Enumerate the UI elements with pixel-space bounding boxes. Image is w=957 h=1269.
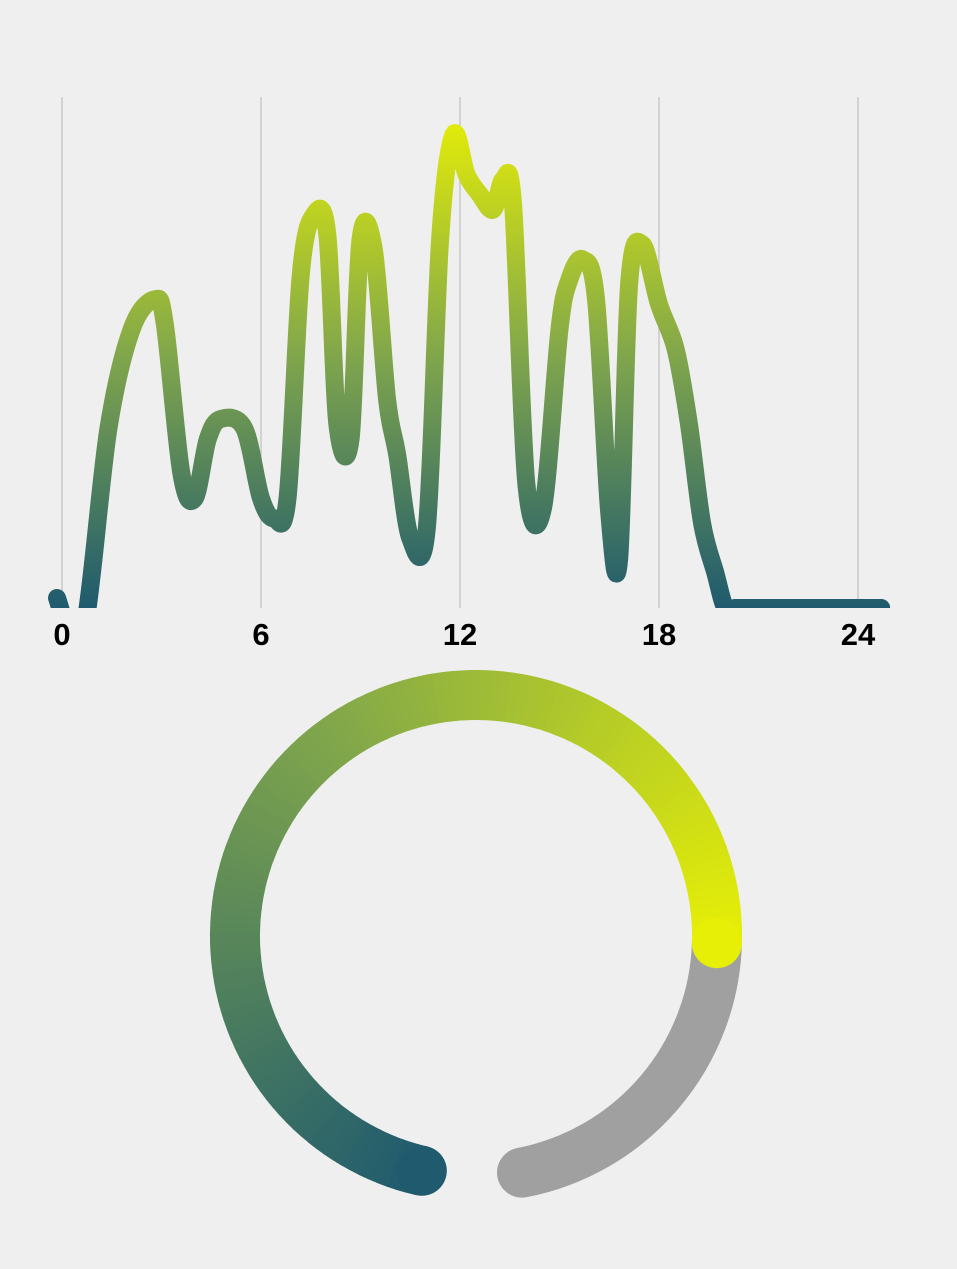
- x-tick-label: 6: [252, 617, 269, 652]
- series-line: [48, 124, 891, 608]
- x-tick-label: 18: [642, 617, 676, 652]
- x-tick-label: 0: [53, 617, 70, 652]
- line-chart: 0 6 12 18 24: [48, 97, 891, 652]
- x-tick-label: 24: [841, 617, 876, 652]
- grid-lines: [61, 97, 859, 608]
- series-layer: [48, 124, 891, 608]
- gauge-value-cap: [691, 918, 742, 969]
- x-axis-ticks: 0 6 12 18 24: [53, 617, 876, 652]
- gauge-track: [497, 918, 742, 1198]
- gauge-start-cap: [396, 1145, 447, 1196]
- x-tick-label: 12: [443, 617, 477, 652]
